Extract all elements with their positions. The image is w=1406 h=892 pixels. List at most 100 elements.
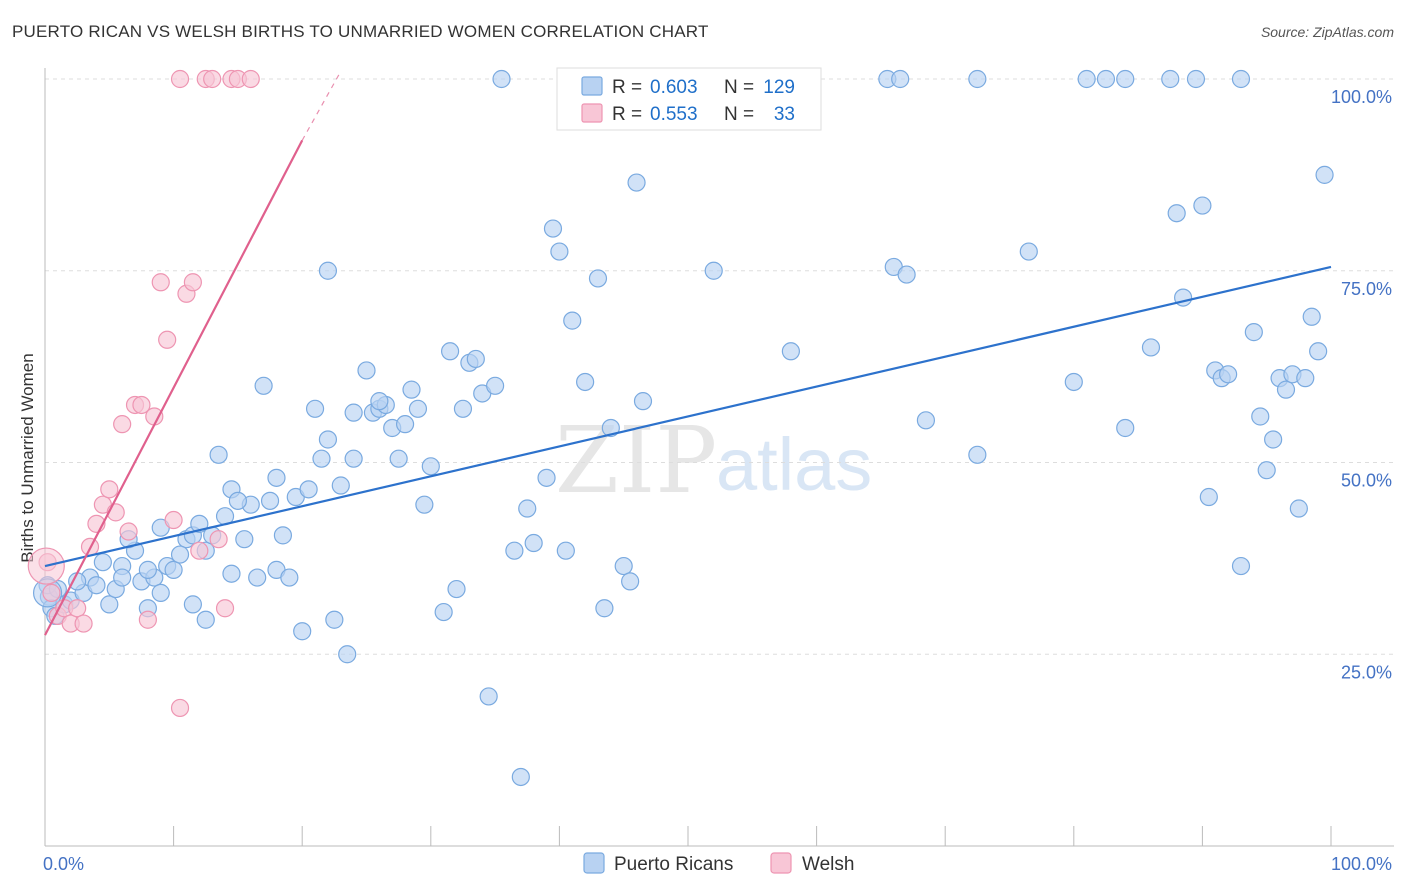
data-point	[550, 242, 569, 261]
y-tick-label: 25.0%	[1341, 662, 1392, 682]
legend-r-value: 0.553	[650, 104, 698, 125]
data-point	[325, 610, 344, 629]
data-point	[1096, 69, 1116, 89]
data-point	[492, 69, 511, 89]
data-point	[511, 767, 530, 787]
data-point	[267, 468, 286, 487]
data-point	[595, 599, 614, 618]
data-point	[331, 476, 350, 495]
data-point	[357, 361, 376, 380]
series-welsh	[27, 69, 260, 718]
data-point	[170, 69, 190, 89]
trend-line	[44, 265, 1332, 568]
data-point	[145, 407, 164, 426]
data-point	[524, 533, 543, 553]
data-point	[1231, 69, 1251, 89]
data-point	[781, 342, 800, 361]
data-point	[209, 530, 228, 549]
data-point	[1141, 338, 1161, 357]
data-point	[389, 449, 408, 468]
data-point	[183, 595, 202, 614]
gridlines	[45, 78, 1394, 655]
series-puerto-ricans	[32, 69, 1334, 787]
legend-swatch-blue	[581, 76, 603, 96]
watermark: ZIP atlas	[555, 407, 872, 514]
data-point	[132, 395, 151, 415]
data-point	[1244, 323, 1263, 342]
data-point	[1231, 556, 1251, 576]
chart-title: PUERTO RICAN VS WELSH BIRTHS TO UNMARRIE…	[12, 22, 709, 41]
data-point	[100, 480, 119, 499]
data-point	[1264, 430, 1283, 449]
data-point	[1289, 499, 1308, 518]
data-point	[537, 468, 556, 487]
data-point	[151, 583, 170, 602]
data-point	[222, 564, 241, 583]
data-point	[1167, 204, 1186, 223]
data-point	[1064, 372, 1083, 392]
data-point	[318, 430, 338, 449]
data-point	[601, 418, 620, 438]
data-point	[1302, 307, 1321, 326]
data-point	[479, 687, 498, 706]
data-point	[164, 510, 183, 530]
data-point	[273, 526, 293, 545]
data-point	[968, 69, 987, 89]
data-point	[466, 349, 485, 369]
data-point	[1116, 418, 1135, 438]
data-point	[505, 541, 524, 560]
data-point	[704, 261, 723, 280]
data-point	[415, 495, 434, 514]
data-point	[113, 415, 132, 434]
data-point	[1077, 69, 1096, 89]
data-point	[1251, 407, 1270, 426]
data-point	[203, 69, 222, 89]
legend-swatch-welsh	[770, 852, 792, 874]
axis-ticks	[44, 826, 1332, 846]
data-point	[170, 545, 190, 564]
data-point	[280, 568, 299, 587]
data-point	[1161, 69, 1180, 89]
axes	[44, 68, 1394, 847]
data-point	[170, 698, 190, 718]
data-point	[627, 173, 646, 192]
data-point	[93, 553, 112, 572]
data-point	[158, 330, 177, 349]
data-point	[370, 392, 389, 411]
data-point	[1257, 461, 1276, 480]
watermark-zip: ZIP	[555, 407, 717, 514]
legend-label-puerto-ricans: Puerto Ricans	[614, 854, 733, 875]
data-point	[113, 568, 132, 587]
data-point	[897, 265, 916, 284]
legend-r-value: 0.603	[650, 77, 698, 98]
data-point	[408, 399, 428, 418]
data-point	[447, 579, 466, 599]
data-point	[395, 415, 415, 434]
data-point	[614, 556, 633, 576]
x-tick-label: 100.0%	[1331, 854, 1392, 874]
data-point	[1019, 242, 1038, 261]
legend-r-label: R =	[612, 104, 642, 125]
data-point	[1186, 69, 1206, 89]
data-point	[254, 376, 273, 395]
data-point	[344, 449, 363, 468]
data-point	[235, 530, 254, 549]
y-tick-label: 50.0%	[1341, 471, 1392, 491]
watermark-atlas: atlas	[716, 423, 872, 506]
data-point	[42, 583, 61, 602]
data-point	[1116, 69, 1135, 89]
data-point	[164, 560, 183, 579]
data-point	[633, 392, 653, 411]
data-point	[299, 480, 318, 499]
data-point	[260, 491, 280, 510]
data-point	[440, 342, 460, 361]
data-point	[1276, 380, 1296, 399]
data-point	[1193, 196, 1212, 215]
data-point	[518, 499, 537, 518]
data-point	[916, 411, 936, 430]
data-point	[402, 380, 421, 399]
data-point	[891, 69, 910, 89]
data-point	[453, 399, 473, 418]
data-point	[74, 614, 93, 633]
data-point	[119, 522, 138, 541]
